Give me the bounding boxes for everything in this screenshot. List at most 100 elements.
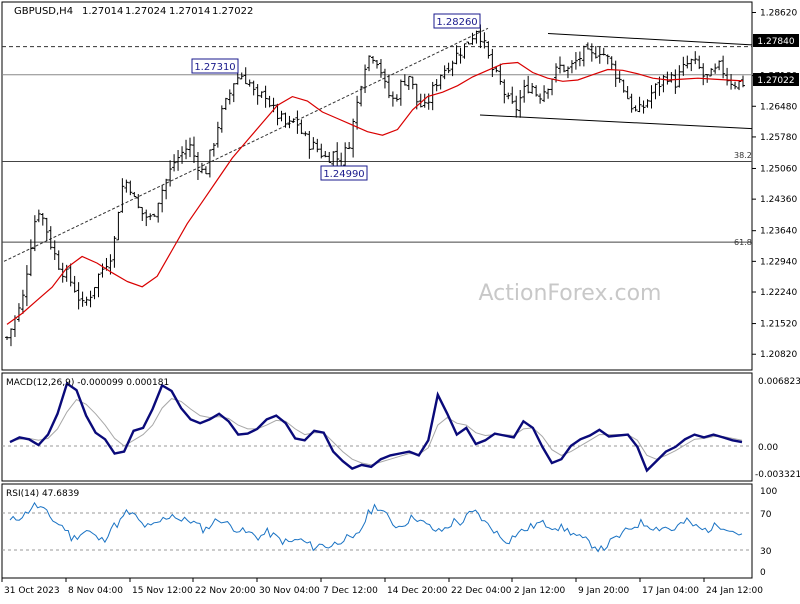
candle [673,69,678,94]
candle [211,142,216,157]
candle [669,72,674,83]
price-ytick-label: 1.24360 [760,195,797,205]
x-axis: 31 Oct 2023 8 Nov 04:00 15 Nov 12:00 22 Nov… [1,578,763,596]
candle [116,211,121,241]
candle [645,99,650,108]
candle [323,150,328,158]
candle [72,275,77,293]
lower-channel-line [479,114,753,130]
candle [394,94,399,102]
candle [557,56,562,74]
candle [685,55,690,69]
candle [418,93,423,108]
svg-text:1.27310: 1.27310 [194,62,235,73]
candle [498,63,503,85]
x-tick-label: 22 Dec 04:00 [451,586,512,596]
candle [414,83,419,110]
price-y-axis: 1.286201.271801.264801.257801.250601.243… [752,9,797,360]
macd-signal-line [9,398,743,466]
candle [554,63,559,83]
candle [546,88,551,99]
candle [617,70,622,83]
ohlc-open: 1.27014 [82,6,123,17]
candle [466,41,471,45]
candle [263,85,268,108]
candle [24,265,29,307]
candle [661,74,666,93]
price-reference-lines [2,27,753,262]
candle [223,97,228,111]
macd-ytick-top: 0.006823 [758,377,800,387]
svg-text:1.24990: 1.24990 [323,169,364,180]
x-tick-label: 17 Jan 04:00 [642,586,699,596]
candle [367,55,372,72]
candle [649,85,654,109]
macd-panel-frame [1,372,753,482]
candle [653,83,658,100]
price-panel-frame [1,1,753,371]
rsi-ytick-100: 100 [760,487,777,497]
x-tick-label: 22 Nov 20:00 [195,586,256,596]
candle [609,56,614,71]
rsi-panel-frame [1,483,753,579]
candle [378,59,383,78]
candle [144,209,149,227]
candle [569,60,574,74]
candle [355,95,360,130]
candle [120,178,125,213]
candle [490,48,495,77]
rsi-ytick-0: 0 [760,568,766,578]
price-candles [5,24,745,347]
candle [450,60,455,77]
candle [629,93,634,113]
candle [28,239,33,277]
candle [156,202,161,223]
candle [8,328,13,347]
candle [52,240,57,261]
candle [458,47,463,64]
candle [243,67,248,85]
candle [16,303,21,322]
ema-line [6,61,744,325]
candle [191,136,196,164]
candle [36,209,41,223]
candle [522,79,527,103]
candle [195,152,200,180]
candle [665,71,670,85]
candle [697,55,702,70]
candle [581,45,586,67]
candle [597,46,602,64]
fib-38-label: 38.2 [734,151,752,160]
price-ytick-label: 1.20820 [760,350,797,360]
candle [347,141,352,150]
candle [92,286,97,300]
price-ytick-label: 1.25060 [760,164,797,174]
candle [657,76,662,96]
candle [267,95,272,108]
candle [713,63,718,74]
candle [335,142,340,168]
candle [454,45,459,65]
candle [363,64,368,94]
x-tick-label: 9 Jan 20:00 [578,586,630,596]
x-tick-label: 2 Jan 12:00 [514,586,566,596]
resistance-tag: 1.27840 [753,34,799,47]
candle [446,62,451,74]
candle [462,43,467,59]
macd-line [9,381,743,473]
candle [422,93,427,108]
price-ytick-label: 1.25780 [760,133,797,143]
candle [160,185,165,213]
candle [542,85,547,103]
candle [701,63,706,86]
candle [148,213,153,221]
candle [112,236,117,268]
candle [386,74,391,99]
candle [279,110,284,122]
rsi-ytick-30: 30 [760,547,772,557]
candle [737,80,742,91]
candle [561,64,566,73]
x-tick-label: 15 Nov 12:00 [132,586,193,596]
candle [733,81,738,90]
